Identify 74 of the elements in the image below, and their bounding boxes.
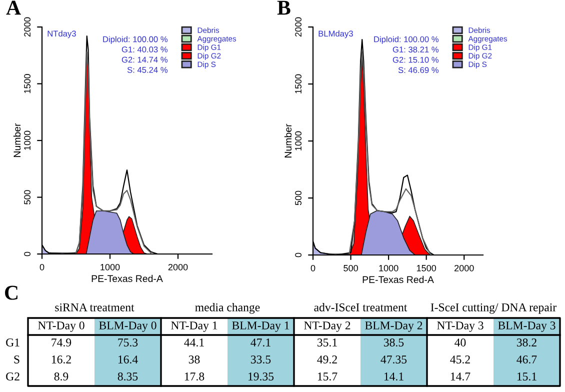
data-label: 35.1: [317, 338, 337, 347]
x-tick-label: BLM-Day 3: [498, 321, 556, 332]
annotation: G1: 40.03 %: [122, 46, 168, 52]
data-label: 15.7: [318, 372, 338, 381]
data-label: 8.9: [54, 372, 68, 381]
data-label: 14.1: [384, 372, 404, 381]
y-tick-label: G2: [6, 372, 20, 380]
chart-title: B: [277, 0, 290, 15]
annotation: G2: 14.74 %: [122, 56, 168, 63]
y-tick-label: 2000: [295, 17, 302, 37]
x-tick-label: BLM-Day 2: [365, 321, 422, 332]
annotation: G2: 15.10 %: [392, 56, 439, 63]
data-label: 33.5: [250, 356, 271, 364]
data-label: 75.3: [118, 338, 138, 347]
annotation: BLMday3: [318, 30, 353, 38]
data-label: 38.2: [516, 338, 536, 347]
x-tick-label: NT-Day 1: [171, 322, 218, 332]
text: media change: [195, 303, 260, 314]
x-tick-label: NT-Day 3: [437, 321, 484, 332]
data-label: 46.7: [516, 356, 537, 364]
y-axis-title: Number: [13, 123, 21, 157]
y-tick-label: 1000: [295, 131, 302, 150]
annotation: G1: 38.21 %: [392, 46, 439, 52]
data-label: 8.35: [118, 372, 138, 381]
text: siRNA treatment: [55, 303, 134, 312]
chart-title: A: [6, 0, 21, 15]
text: adv-ISceI treatment: [314, 303, 408, 312]
data-label: 38.5: [384, 338, 404, 347]
data-label: 45.2: [450, 356, 470, 364]
chart-title: C: [5, 286, 18, 300]
x-tick-label: 2000: [168, 264, 188, 270]
x-tick-label: 1000: [379, 264, 398, 272]
annotation: S: 46.69 %: [398, 67, 439, 74]
data-label: 15.1: [517, 372, 536, 381]
data-label: 19.35: [248, 372, 274, 381]
data-label: 47.1: [250, 338, 270, 347]
data-label: 47.35: [380, 356, 407, 364]
x-tick-label: 0: [40, 264, 44, 270]
data-label: 74.9: [52, 338, 72, 347]
data-label: 17.8: [184, 372, 204, 381]
x-tick-label: NT-Day 0: [38, 321, 84, 332]
y-axis-title: Number: [284, 124, 292, 158]
y-tick-label: S: [14, 356, 20, 364]
x-tick-label: 2000: [454, 264, 474, 272]
annotation: Diploid: 100.00 %: [103, 36, 168, 44]
x-tick-label: BLM-Day 0: [99, 321, 156, 332]
x-tick-label: 1500: [416, 264, 436, 272]
x-tick-label: 0: [310, 264, 316, 272]
annotation: NTday3: [48, 30, 76, 38]
x-tick-label: NT-Day 2: [304, 321, 350, 332]
y-tick-label: 2000: [24, 17, 30, 37]
y-tick-label: 0: [24, 252, 30, 256]
data-label: 49.2: [317, 356, 337, 364]
y-tick-label: 1500: [295, 74, 302, 94]
data-label: 14.7: [450, 372, 470, 381]
annotation: Diploid: 100.00 %: [374, 36, 439, 44]
data-label: 40: [454, 338, 466, 346]
y-tick-label: 500: [295, 190, 302, 206]
annotation: S: 45.24 %: [127, 66, 168, 73]
data-label: 38: [188, 355, 200, 364]
data-label: 16.2: [52, 356, 71, 364]
y-tick-label: 1000: [24, 130, 30, 150]
y-tick-label: 1500: [24, 74, 30, 94]
x-tick-label: 500: [344, 264, 358, 272]
text: I-SceI cutting/ DNA repair: [430, 303, 557, 314]
y-tick-label: G1: [6, 338, 20, 346]
data-label: 16.4: [118, 356, 138, 364]
y-tick-label: 0: [295, 252, 302, 258]
data-label: 44.1: [184, 338, 204, 347]
x-axis-title: PE-Texas Red-A: [362, 276, 434, 284]
y-tick-label: 500: [24, 190, 30, 204]
x-tick-label: BLM-Day 1: [232, 322, 290, 332]
x-axis-title: PE-Texas Red-A: [92, 274, 163, 282]
x-tick-label: 1000: [100, 264, 120, 270]
